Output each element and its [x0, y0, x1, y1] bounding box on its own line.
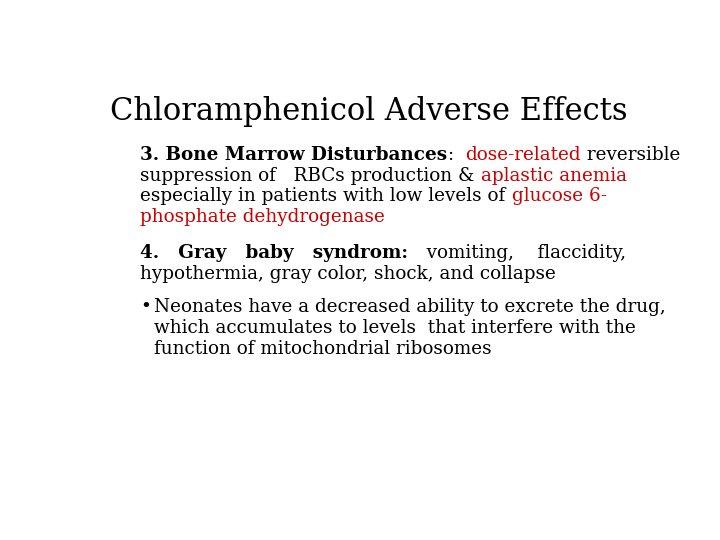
Text: Chloramphenicol Adverse Effects: Chloramphenicol Adverse Effects: [110, 96, 628, 126]
Text: vomiting,    flaccidity,: vomiting, flaccidity,: [408, 244, 626, 262]
Text: 3. Bone Marrow Disturbances: 3. Bone Marrow Disturbances: [140, 146, 448, 164]
Text: function of mitochondrial ribosomes: function of mitochondrial ribosomes: [154, 340, 492, 358]
Text: suppression of   RBCs production &: suppression of RBCs production &: [140, 166, 481, 185]
Text: hypothermia, gray color, shock, and collapse: hypothermia, gray color, shock, and coll…: [140, 265, 557, 283]
Text: reversible: reversible: [581, 146, 680, 164]
Text: dose-related: dose-related: [465, 146, 581, 164]
Text: aplastic anemia: aplastic anemia: [481, 166, 626, 185]
Text: Neonates have a decreased ability to excrete the drug,: Neonates have a decreased ability to exc…: [154, 298, 666, 316]
Text: which accumulates to levels  that interfere with the: which accumulates to levels that interfe…: [154, 319, 636, 337]
Text: glucose 6-: glucose 6-: [511, 187, 606, 205]
Text: phosphate dehydrogenase: phosphate dehydrogenase: [140, 208, 385, 226]
Text: :: :: [448, 146, 465, 164]
Text: 4.   Gray   baby   syndrom:: 4. Gray baby syndrom:: [140, 244, 408, 262]
Text: especially in patients with low levels of: especially in patients with low levels o…: [140, 187, 511, 205]
Text: •: •: [140, 298, 151, 316]
